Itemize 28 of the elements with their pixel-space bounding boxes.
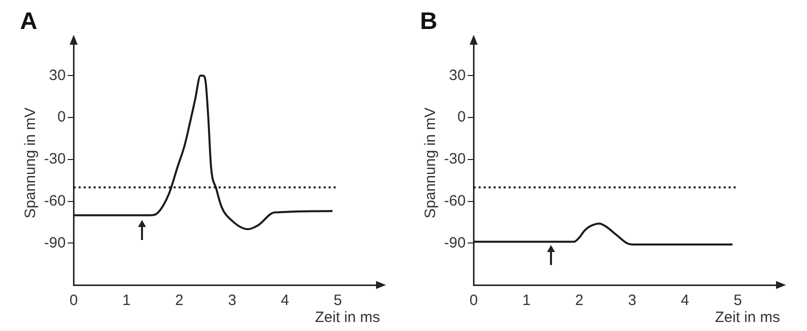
y-tick-label: 0 [457,108,466,126]
y-axis-title: Spannung in mV [22,107,40,218]
y-tick-label: 0 [57,108,66,126]
x-tick-label: 1 [522,292,531,310]
x-axis-title: Zeit in ms [314,309,380,326]
x-tick-label: 2 [575,292,584,310]
x-tick-label: 1 [122,292,131,310]
x-tick-label: 0 [470,292,478,310]
x-tick-label: 5 [334,292,342,310]
x-tick-label: 3 [628,292,636,310]
y-axis-title: Spannung in mV [422,107,440,218]
x-tick-label: 0 [70,292,78,310]
y-tick-label: -90 [444,234,466,252]
y-tick-label: -60 [444,192,466,210]
x-tick-label: 4 [280,292,290,310]
x-tick-label: 3 [228,292,236,310]
y-tick-label: -60 [44,192,66,210]
y-tick-label: 30 [48,66,66,84]
chart-title: B [420,8,438,36]
x-tick-label: 4 [680,292,690,310]
y-tick-label: -30 [444,150,466,168]
y-tick-label: -30 [44,150,66,168]
y-tick-label: -90 [44,234,66,252]
x-tick-label: 2 [175,292,184,310]
x-tick-label: 5 [734,292,742,310]
x-axis-title: Zeit in ms [714,309,780,326]
y-tick-label: 30 [448,66,466,84]
chart-title: A [20,8,38,36]
